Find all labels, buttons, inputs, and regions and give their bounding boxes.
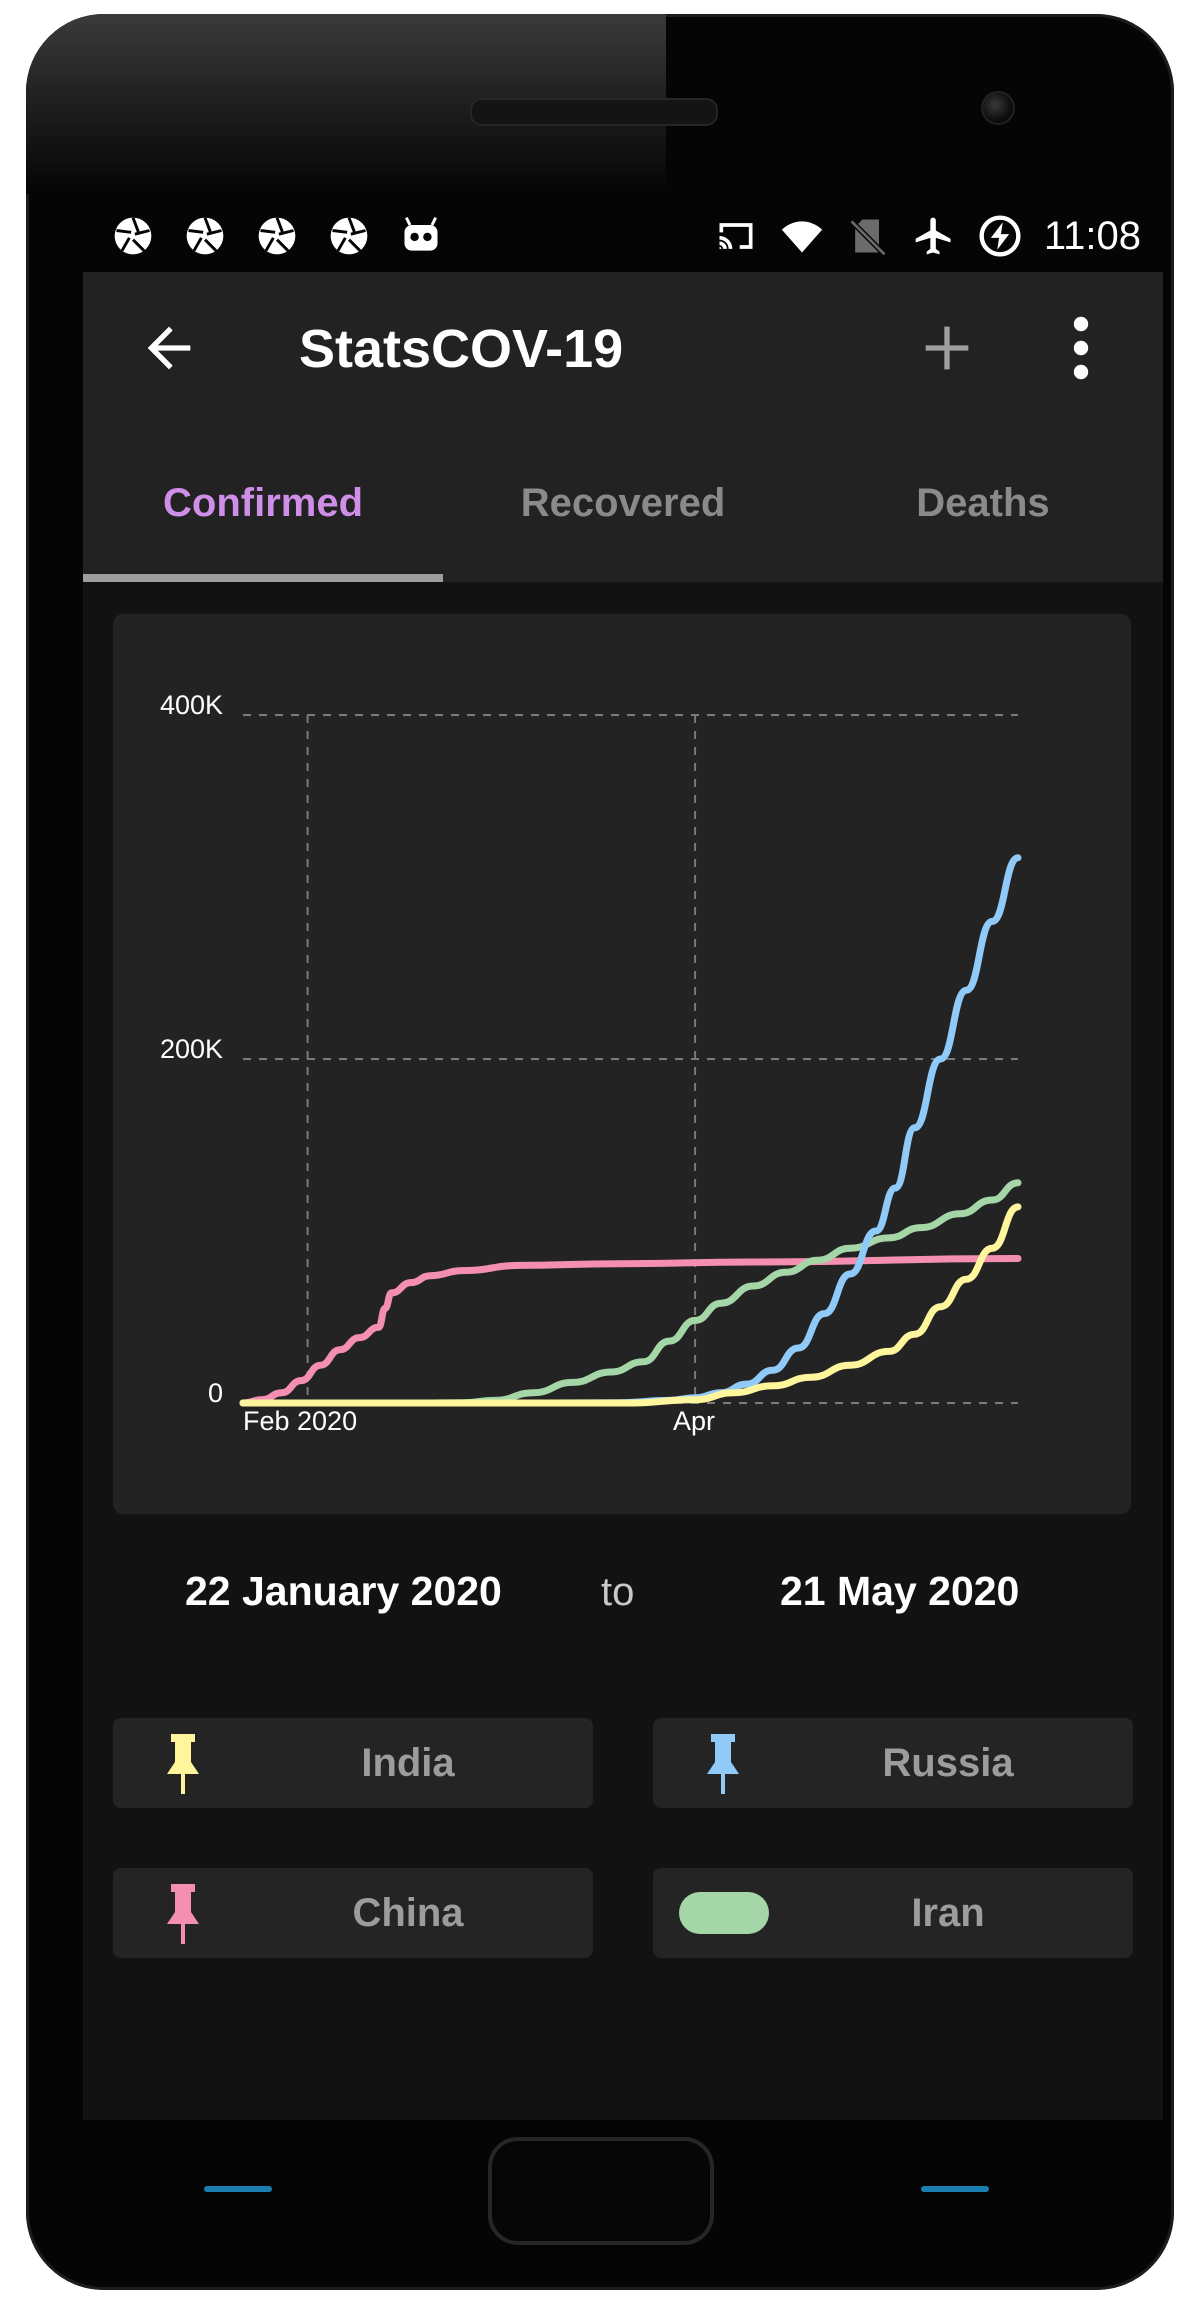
line-chart: 400K 200K 0 Feb 2020 Apr — [160, 690, 1022, 1436]
series-line-iran — [239, 1179, 1022, 1407]
aperture-icon — [114, 217, 152, 255]
country-chip-iran[interactable]: Iran — [653, 1868, 1133, 1958]
country-chip-russia[interactable]: Russia — [653, 1718, 1133, 1808]
tab-confirmed[interactable]: Confirmed — [163, 480, 363, 525]
x-tick-label: Feb 2020 — [243, 1406, 357, 1436]
tab-bar: Confirmed Recovered Deaths — [83, 424, 1163, 582]
aperture-icon — [186, 217, 224, 255]
app-bar: StatsCOV-19 — [83, 272, 1163, 424]
android-robot-icon — [404, 217, 438, 251]
tab-recovered[interactable]: Recovered — [520, 480, 726, 525]
x-tick-label: Apr — [673, 1406, 715, 1436]
front-camera — [981, 91, 1015, 125]
add-country-button[interactable] — [915, 316, 979, 380]
wifi-icon — [781, 221, 823, 253]
date-separator: to — [601, 1570, 635, 1614]
page-title: StatsCOV-19 — [299, 319, 624, 379]
chart-card[interactable]: 400K 200K 0 Feb 2020 Apr — [113, 614, 1131, 1514]
back-button[interactable] — [137, 316, 201, 380]
series-line-china — [239, 1255, 1022, 1407]
home-button[interactable] — [488, 2137, 714, 2245]
aperture-icon — [330, 217, 368, 255]
pin-icon — [167, 1884, 199, 1944]
aperture-icon — [258, 217, 296, 255]
date-range: 22 January 2020 to 21 May 2020 — [83, 1560, 1163, 1630]
y-tick-label: 200K — [160, 1034, 223, 1064]
country-label: Iran — [911, 1890, 985, 1935]
back-key[interactable] — [921, 2186, 989, 2192]
country-label: China — [352, 1890, 464, 1935]
earpiece-speaker — [470, 98, 718, 126]
app-screen: 11:08 StatsCOV-19 Confirmed Recovered De… — [83, 200, 1163, 2120]
series-line-russia — [239, 854, 1022, 1407]
status-bar: 11:08 — [83, 200, 1163, 272]
cast-icon — [719, 223, 753, 249]
end-date[interactable]: 21 May 2020 — [780, 1568, 1020, 1614]
more-options-button[interactable] — [1061, 312, 1101, 384]
pin-icon — [167, 1734, 199, 1794]
tab-indicator — [83, 574, 443, 582]
country-label: India — [361, 1740, 455, 1785]
series-line-india — [239, 1203, 1022, 1407]
country-chip-india[interactable]: India — [113, 1718, 593, 1808]
tab-deaths[interactable]: Deaths — [916, 480, 1050, 525]
no-sim-icon — [849, 219, 887, 257]
start-date[interactable]: 22 January 2020 — [185, 1568, 502, 1614]
phone-frame: 11:08 StatsCOV-19 Confirmed Recovered De… — [26, 14, 1174, 2290]
country-chip-china[interactable]: China — [113, 1868, 593, 1958]
y-tick-label: 400K — [160, 690, 223, 720]
toggle-pill-icon[interactable] — [679, 1892, 769, 1934]
pin-icon — [707, 1734, 739, 1794]
country-label: Russia — [882, 1740, 1014, 1785]
y-tick-label: 0 — [208, 1378, 223, 1408]
clock: 11:08 — [1043, 214, 1141, 258]
battery-saver-icon — [979, 215, 1021, 257]
notification-icons — [111, 214, 443, 258]
recents-key[interactable] — [204, 2186, 272, 2192]
airplane-mode-icon — [915, 217, 951, 255]
system-icons: 11:08 — [714, 214, 1141, 258]
